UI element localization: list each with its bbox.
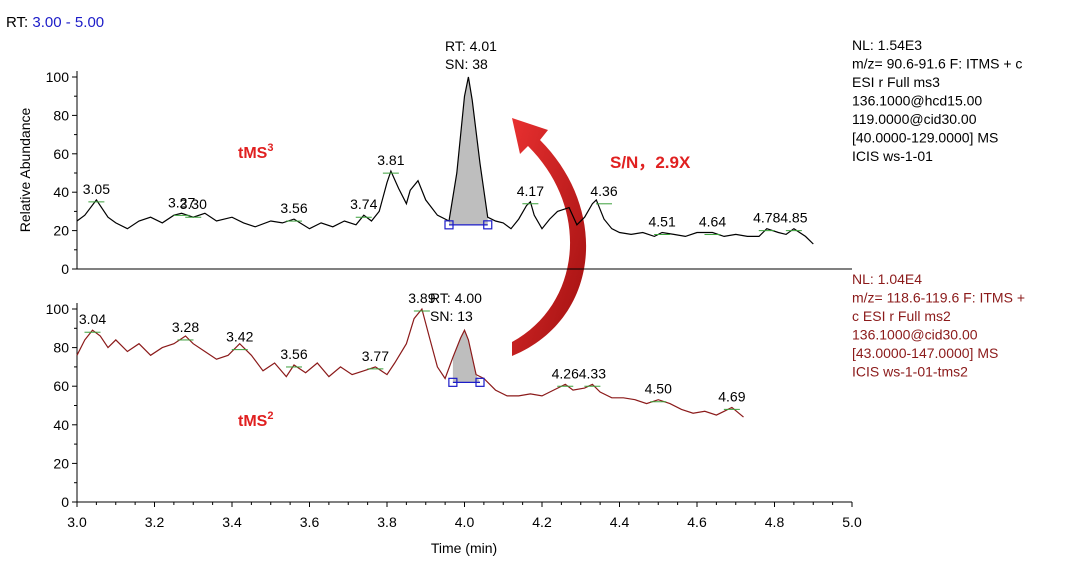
peak-label: 3.42	[226, 329, 253, 345]
x-tick-label: 4.6	[687, 514, 707, 530]
y-tick-label: 100	[46, 69, 70, 85]
peak-rt-label: RT: 4.01	[445, 38, 497, 54]
y-tick-label: 40	[53, 184, 69, 200]
peak-label: 3.04	[79, 311, 106, 327]
info-top: NL: 1.54E3 m/z= 90.6-91.6 F: ITMS + c ESI …	[852, 37, 1022, 164]
trace-line	[76, 307, 744, 418]
peak-marker	[475, 377, 485, 387]
y-tick-label: 80	[53, 340, 69, 356]
sn-arrow	[512, 118, 587, 356]
info-line: 136.1000@hcd15.00	[852, 93, 982, 109]
peak-label: 3.81	[377, 152, 404, 168]
peak-label: 3.56	[280, 200, 307, 216]
rt-range-value: 3.00 - 5.00	[32, 14, 105, 31]
peak-label: 4.69	[718, 388, 745, 404]
y-tick-label: 40	[53, 417, 69, 433]
info-line: [40.0000-129.0000] MS	[852, 130, 998, 146]
x-tick-label: 4.0	[455, 514, 475, 530]
peak-sn-label: SN: 13	[430, 308, 473, 324]
peak-label: 4.78	[753, 210, 780, 226]
info-line: NL: 1.04E4	[852, 271, 922, 287]
x-tick-label: 3.6	[300, 514, 320, 530]
x-tick-label: 3.2	[145, 514, 165, 530]
peak-rt-label: RT: 4.00	[430, 290, 482, 306]
peak-label: 3.89	[408, 290, 435, 306]
peak-marker	[483, 220, 493, 230]
y-tick-label: 0	[61, 494, 69, 510]
x-tick-label: 4.2	[532, 514, 552, 530]
x-tick-label: 5.0	[842, 514, 862, 530]
peak-label: 4.64	[699, 214, 726, 230]
peak-label: 4.17	[517, 183, 544, 199]
info-line: ESI r Full ms3	[852, 74, 940, 90]
peak-label: 3.77	[362, 348, 389, 364]
peak-area	[449, 77, 488, 225]
y-tick-label: 0	[61, 261, 69, 277]
peak-label: 3.56	[280, 346, 307, 362]
peak-label: 3.28	[172, 319, 199, 335]
info-line: NL: 1.54E3	[852, 37, 922, 53]
peak-label: 4.33	[579, 365, 606, 381]
x-tick-label: 4.8	[765, 514, 785, 530]
info-line: ICIS ws-1-01	[852, 148, 933, 164]
info-line: c ESI r Full ms2	[852, 308, 951, 324]
panel-top: 0 20 40 60 80 100 RT: 4.01 SN: 38 3.05 3.273.30 3.…	[46, 38, 852, 277]
sn-ratio-label: S/N，2.9X	[610, 153, 691, 172]
x-tick-label: 3.0	[67, 514, 87, 530]
bottom-trace-label: tMS2	[238, 410, 273, 430]
x-tick-label: 4.4	[610, 514, 630, 530]
info-line: [43.0000-147.0000] MS	[852, 345, 998, 361]
peak-label: 4.85	[780, 210, 807, 226]
y-tick-label: 60	[53, 378, 69, 394]
y-tick-label: 60	[53, 146, 69, 162]
peak-label: 3.27	[168, 194, 195, 210]
y-axis-label: Relative Abundance	[17, 108, 33, 233]
x-tick-label: 3.4	[222, 514, 242, 530]
y-tick-label: 20	[53, 223, 69, 239]
header-rt-range: RT: 3.00 - 5.00	[6, 14, 104, 31]
info-line: ICIS ws-1-01-tms2	[852, 364, 968, 380]
peak-sn-label: SN: 38	[445, 56, 488, 72]
peak-label: 3.30	[180, 196, 207, 212]
peak-label: 3.74	[350, 196, 377, 212]
trace-line	[76, 76, 814, 245]
rt-label: RT:	[6, 14, 29, 31]
info-line: m/z= 118.6-119.6 F: ITMS +	[852, 290, 1025, 306]
peak-label: 4.26	[552, 365, 579, 381]
peak-label: 3.05	[83, 181, 110, 197]
top-trace-label: tMS3	[238, 142, 273, 162]
panel-bottom: 0 20 40 60 80 100 3.0 3.2 3.4 3.6 3.8 4.0 4.2 4.4 4.6 4…	[46, 290, 862, 530]
x-axis-label: Time (min)	[431, 540, 497, 556]
y-tick-label: 20	[53, 455, 69, 471]
info-line: 119.0000@cid30.00	[852, 111, 977, 127]
y-tick-label: 100	[46, 301, 70, 317]
info-line: 136.1000@cid30.00	[852, 327, 978, 343]
peak-marker	[448, 377, 458, 387]
peak-label: 4.51	[649, 214, 676, 230]
peak-label: 4.50	[645, 381, 672, 397]
x-tick-label: 3.8	[377, 514, 397, 530]
peak-marker	[444, 220, 454, 230]
y-tick-label: 80	[53, 107, 69, 123]
info-line: m/z= 90.6-91.6 F: ITMS + c	[852, 56, 1022, 72]
peak-area	[452, 330, 480, 383]
info-bottom: NL: 1.04E4 m/z= 118.6-119.6 F: ITMS + c ES…	[852, 271, 1025, 380]
peak-label: 4.36	[590, 183, 617, 199]
